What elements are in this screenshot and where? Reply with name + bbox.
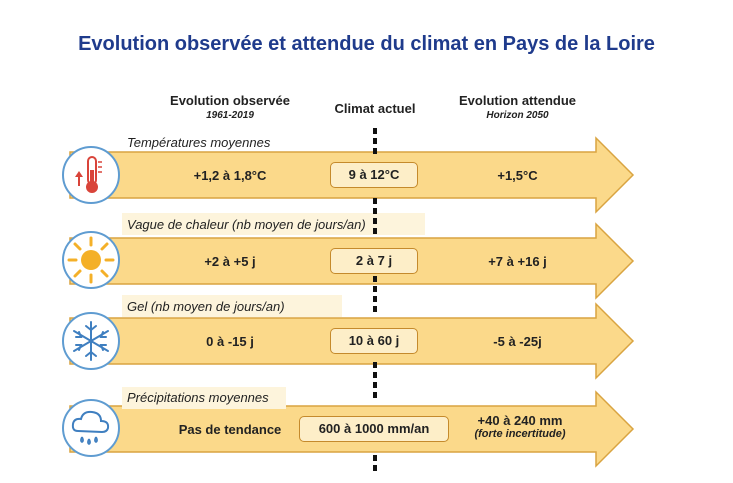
expected-value: +1,5°C: [497, 168, 538, 183]
column-observed-label: Evolution observée: [170, 93, 290, 108]
expected-value: +7 à +16 j: [488, 254, 547, 269]
thermometer-icon: [62, 146, 120, 204]
column-expected-period: Horizon 2050: [486, 110, 549, 121]
observed-value: +2 à +5 j: [204, 254, 256, 269]
rain-cloud-icon: [62, 399, 120, 457]
row-label-band: [122, 213, 425, 235]
row-label-band: [122, 295, 342, 317]
column-expected-header: Evolution attendue Horizon 2050: [440, 93, 595, 121]
row-label: Températures moyennes: [127, 135, 271, 150]
observed-value: +1,2 à 1,8°C: [193, 168, 267, 183]
row-precipitation: Précipitations moyennes Pas de tendance …: [0, 378, 733, 468]
row-heat-waves: Vague de chaleur (nb moyen de jours/an) …: [0, 210, 733, 300]
column-expected-label: Evolution attendue: [459, 93, 576, 108]
row-label-band: [122, 387, 286, 409]
current-climate-separator: [373, 455, 377, 475]
current-value: 10 à 60 j: [330, 328, 418, 354]
column-current-label: Climat actuel: [334, 101, 416, 116]
current-climate-separator: [373, 276, 377, 316]
snowflake-icon: [62, 312, 120, 370]
column-observed-header: Evolution observée 1961-2019: [150, 93, 310, 121]
row-label: Vague de chaleur (nb moyen de jours/an): [127, 217, 366, 232]
observed-value: 0 à -15 j: [206, 334, 254, 349]
current-climate-separator: [373, 198, 377, 238]
row-label: Précipitations moyennes: [127, 390, 269, 405]
current-value: 600 à 1000 mm/an: [299, 416, 449, 442]
expected-value-block: +40 à 240 mm (forte incertitude): [450, 413, 590, 440]
current-climate-separator: [373, 362, 377, 402]
row-label: Gel (nb moyen de jours/an): [127, 299, 285, 314]
column-current-header: Climat actuel: [315, 101, 435, 116]
row-temperatures: Températures moyennes +1,2 à 1,8°C 9 à 1…: [0, 130, 733, 220]
observed-value: Pas de tendance: [178, 422, 282, 437]
expected-value: -5 à -25j: [493, 334, 542, 349]
row-frost: Gel (nb moyen de jours/an) 0 à -15 j 10 …: [0, 292, 733, 382]
column-observed-period: 1961-2019: [206, 110, 254, 121]
current-climate-separator: [373, 128, 377, 158]
current-value: 9 à 12°C: [330, 162, 418, 188]
expected-note: (forte incertitude): [474, 428, 566, 440]
current-value: 2 à 7 j: [330, 248, 418, 274]
sun-icon: [62, 231, 120, 289]
page-title: Evolution observée et attendue du climat…: [78, 33, 655, 55]
expected-value: +40 à 240 mm: [477, 413, 563, 428]
